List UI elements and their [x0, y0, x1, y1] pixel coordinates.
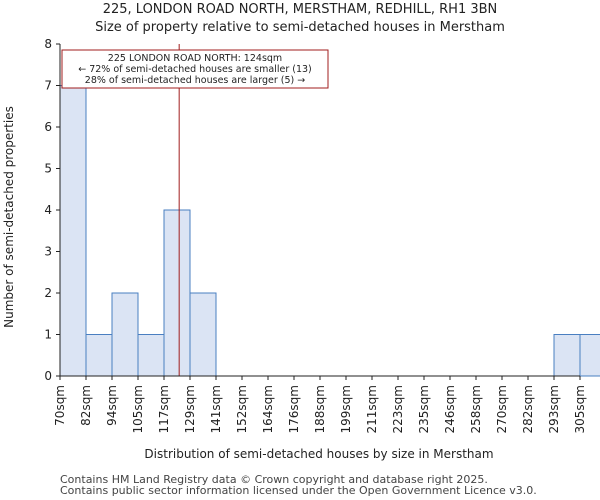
bar-105sqm — [137, 334, 165, 377]
x-tick-label-141sqm: 141sqm — [209, 385, 223, 433]
x-tick-label-188sqm: 188sqm — [313, 385, 327, 433]
x-tick-label-270sqm: 270sqm — [495, 385, 509, 433]
annotation-line-2: ← 72% of semi-detached houses are smalle… — [78, 64, 312, 75]
x-tick-label-152sqm: 152sqm — [235, 385, 249, 433]
bar-129sqm — [189, 292, 217, 377]
y-tick-label-4: 4 — [44, 203, 52, 217]
x-tick-label-176sqm: 176sqm — [287, 385, 301, 433]
footer-line-2: Contains public sector information licen… — [60, 484, 537, 497]
bars-group — [59, 85, 600, 377]
y-tick-label-1: 1 — [44, 328, 52, 342]
x-tick-label-129sqm: 129sqm — [183, 385, 197, 433]
bar-94sqm — [111, 292, 139, 377]
annotation-line-1: 225 LONDON ROAD NORTH: 124sqm — [108, 53, 282, 64]
x-tick-label-105sqm: 105sqm — [131, 385, 145, 433]
x-tick-label-94sqm: 94sqm — [105, 385, 119, 426]
annotation-line-3: 28% of semi-detached houses are larger (… — [85, 75, 305, 86]
y-axis-label: Number of semi-detached properties — [2, 106, 16, 328]
marker-group: 225 LONDON ROAD NORTH: 124sqm← 72% of se… — [61, 44, 329, 376]
bar-305sqm — [579, 334, 600, 377]
x-tick-label-211sqm: 211sqm — [365, 385, 379, 433]
x-tick-label-70sqm: 70sqm — [53, 385, 67, 426]
bar-117sqm — [163, 209, 191, 377]
chart-subtitle: Size of property relative to semi-detach… — [95, 20, 505, 35]
y-tick-label-0: 0 — [44, 369, 52, 383]
y-tick-label-2: 2 — [44, 286, 52, 300]
y-tick-label-5: 5 — [44, 162, 52, 176]
y-ticks-group: 0 1 2 3 4 5 6 7 8 — [44, 37, 60, 383]
x-ticks-group: 70sqm 82sqm 94sqm 105sqm 117sqm 129sqm 141sqm 1… — [53, 376, 587, 433]
x-tick-label-164sqm: 164sqm — [261, 385, 275, 433]
x-axis-label: Distribution of semi-detached houses by … — [144, 447, 493, 461]
annotation-box — [61, 49, 329, 89]
bar-293sqm — [553, 334, 581, 377]
x-tick-label-82sqm: 82sqm — [79, 385, 93, 426]
x-tick-label-117sqm: 117sqm — [157, 385, 171, 433]
y-tick-label-6: 6 — [44, 120, 52, 134]
footer-line-1: Contains HM Land Registry data © Crown c… — [60, 473, 488, 486]
x-tick-label-199sqm: 199sqm — [339, 385, 353, 433]
x-tick-label-246sqm: 246sqm — [443, 385, 457, 433]
y-tick-label-7: 7 — [44, 79, 52, 93]
y-tick-label-3: 3 — [44, 245, 52, 259]
x-tick-label-235sqm: 235sqm — [417, 385, 431, 433]
bar-82sqm — [85, 334, 113, 377]
x-tick-label-293sqm: 293sqm — [547, 385, 561, 433]
x-tick-label-305sqm: 305sqm — [573, 385, 587, 433]
chart-title: 225, LONDON ROAD NORTH, MERSTHAM, REDHIL… — [102, 2, 498, 17]
y-tick-label-8: 8 — [44, 37, 52, 51]
x-tick-label-258sqm: 258sqm — [469, 385, 483, 433]
x-tick-label-282sqm: 282sqm — [521, 385, 535, 433]
bar-70sqm — [59, 85, 87, 377]
x-tick-label-223sqm: 223sqm — [391, 385, 405, 433]
